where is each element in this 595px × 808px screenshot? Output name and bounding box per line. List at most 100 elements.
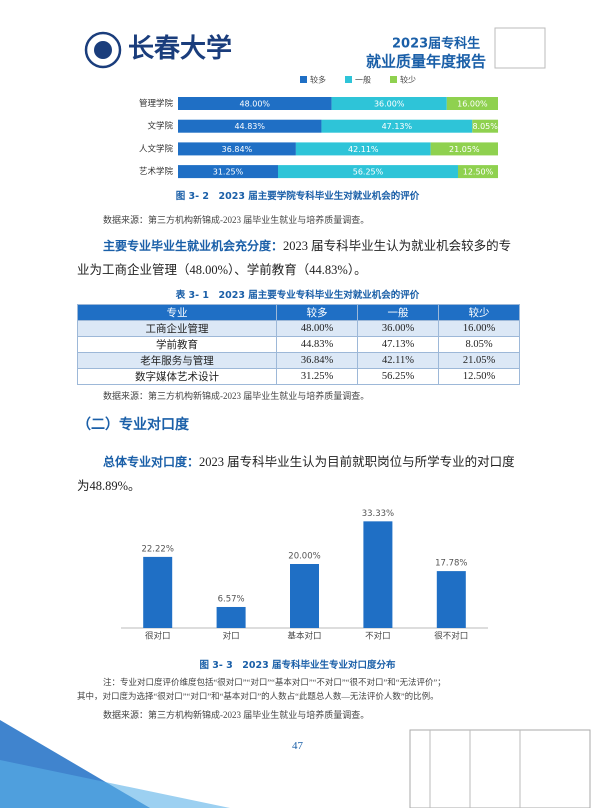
x-tick-label: 很不对口 — [434, 631, 468, 642]
legend-swatch — [345, 76, 352, 83]
x-tick-label: 基本对口 — [287, 631, 321, 642]
value-label: 48.00% — [240, 100, 271, 109]
bar — [143, 556, 173, 628]
table-row: 老年服务与管理 36.84% 42.11% 21.05% — [77, 352, 520, 369]
report-title: 就业质量年度报告 — [366, 53, 486, 71]
source-note: 数据来源：第三方机构新锦成-2023 届毕业生就业与培养质量调查。 — [103, 215, 370, 225]
value-label: 42.11% — [348, 145, 379, 154]
paragraph: 主要专业毕业生就业机会充分度：2023 届专科毕业生认为就业机会较多的专业为工商… — [77, 234, 520, 282]
figure-caption: 图 3- 2 2023 届主要学院专科毕业生对就业机会的评价 — [175, 191, 420, 202]
value-label: 36.84% — [222, 145, 253, 154]
bar-segment — [321, 119, 473, 133]
logo — [84, 31, 122, 69]
bar-segment — [178, 97, 332, 110]
value-label: 56.25% — [353, 168, 384, 177]
table-cell: 31.25% — [276, 368, 358, 385]
bar-segment — [331, 97, 447, 110]
page-number: 47 — [292, 740, 303, 752]
x-tick-label: 对口 — [223, 631, 240, 642]
table-cell: 工商企业管理 — [77, 320, 277, 337]
value-label: 8.05% — [472, 122, 498, 131]
figure-caption: 图 3- 3 2023 届专科毕业生专业对口度分布 — [199, 660, 396, 671]
table-header-cell: 专业 — [77, 304, 277, 321]
table-cell: 8.05% — [438, 336, 520, 353]
table-cell: 36.00% — [357, 320, 439, 337]
table: 专业 较多 一般 较少 工商企业管理 48.00% 36.00% 16.00% 学前教育 44.8… — [77, 304, 520, 385]
legend-swatch — [390, 76, 397, 83]
logo-text: 长春大学 — [128, 33, 232, 63]
table-cell: 12.50% — [438, 368, 520, 385]
paragraph-text: 2023 届专科毕业生认为目前就职岗位与所学专业的对口度为48.89%。 — [77, 455, 515, 493]
legend-swatch — [300, 76, 307, 83]
table-header-row: 专业 较多 一般 较少 — [77, 304, 520, 321]
table-cell: 16.00% — [438, 320, 520, 337]
value-label: 36.00% — [374, 100, 405, 109]
footer-decoration — [0, 720, 591, 808]
bar-segment — [430, 142, 498, 156]
table-row: 工商企业管理 48.00% 36.00% 16.00% — [77, 320, 520, 337]
paragraph-lead: 主要专业毕业生就业机会充分度： — [103, 239, 284, 253]
building-sketch — [409, 729, 591, 808]
value-label: 12.50% — [463, 168, 494, 177]
building-sketch — [494, 27, 546, 69]
bar — [436, 571, 466, 628]
bar — [363, 521, 393, 628]
bar-segment — [458, 165, 498, 179]
table-cell: 36.84% — [276, 352, 358, 369]
value-label: 16.00% — [457, 100, 488, 109]
table-title: 表 3- 1 2023 届主要专业专科毕业生对就业机会的评价 — [175, 290, 420, 301]
table-row: 学前教育 44.83% 47.13% 8.05% — [77, 336, 520, 353]
paragraph: 总体专业对口度：2023 届专科毕业生认为目前就职岗位与所学专业的对口度为48.… — [77, 450, 520, 498]
bar-segment — [472, 119, 499, 133]
bar-segment — [446, 97, 498, 110]
value-label: 21.05% — [449, 145, 480, 154]
category-label: 人文学院 — [139, 143, 174, 154]
value-label: 20.00% — [288, 552, 320, 562]
section-heading: （二）专业对口度 — [77, 417, 189, 433]
category-label: 管理学院 — [139, 98, 174, 109]
bar-chart: 22.22% 很对口 6.57% 对口 20.00% 基本对口 33.33% 不对口 17.78… — [121, 509, 488, 642]
paragraph-text: 2023 届专科毕业生认为就业机会较多的专业为工商企业管理（48.00%）、学前… — [77, 239, 512, 277]
category-label: 文学院 — [147, 121, 173, 132]
table-header-cell: 较多 — [276, 304, 358, 321]
table-cell: 56.25% — [357, 368, 439, 385]
bar-segment — [178, 142, 296, 156]
bar-segment — [278, 165, 458, 179]
bar-segment — [178, 119, 322, 133]
header: 长春大学 2023届专科生 就业质量年度报告 — [84, 27, 546, 71]
table-cell: 数字媒体艺术设计 — [77, 368, 277, 385]
value-label: 33.33% — [362, 509, 394, 519]
value-label: 31.25% — [213, 168, 244, 177]
source-note: 数据来源：第三方机构新锦成-2023 届毕业生就业与培养质量调查。 — [103, 710, 370, 720]
value-label: 22.22% — [141, 544, 173, 554]
x-tick-label: 不对口 — [365, 631, 391, 642]
table-cell: 21.05% — [438, 352, 520, 369]
table-row: 数字媒体艺术设计 31.25% 56.25% 12.50% — [77, 368, 520, 385]
value-label: 6.57% — [218, 594, 245, 604]
note: 注：专业对口度评价维度包括“很对口”“对口”“基本对口”“不对口”“很不对口”和… — [77, 675, 446, 703]
source-note: 数据来源：第三方机构新锦成-2023 届毕业生就业与培养质量调查。 — [103, 391, 370, 401]
table-cell: 学前教育 — [77, 336, 277, 353]
value-label: 44.83% — [234, 122, 265, 131]
table-cell: 42.11% — [357, 352, 439, 369]
table-header-cell: 一般 — [357, 304, 439, 321]
bar-segment — [295, 142, 431, 156]
value-label: 47.13% — [382, 122, 413, 131]
logo-core — [94, 41, 112, 59]
table-cell: 47.13% — [357, 336, 439, 353]
x-tick-label: 很对口 — [145, 631, 171, 642]
table-cell: 44.83% — [276, 336, 358, 353]
note-line: 其中，对口度为选择“很对口”“对口”和“基本对口”的人数占“此题总人数—无法评价… — [77, 691, 439, 701]
bar — [216, 606, 246, 628]
bar-segment — [178, 165, 278, 179]
table-header-cell: 较少 — [438, 304, 520, 321]
legend-label: 较多 — [310, 75, 326, 85]
decor-triangle — [0, 760, 230, 808]
table-cell: 48.00% — [276, 320, 358, 337]
legend-label: 较少 — [400, 75, 416, 85]
paragraph-lead: 总体专业对口度： — [103, 455, 200, 469]
legend-label: 一般 — [355, 75, 371, 85]
category-label: 艺术学院 — [139, 166, 174, 177]
